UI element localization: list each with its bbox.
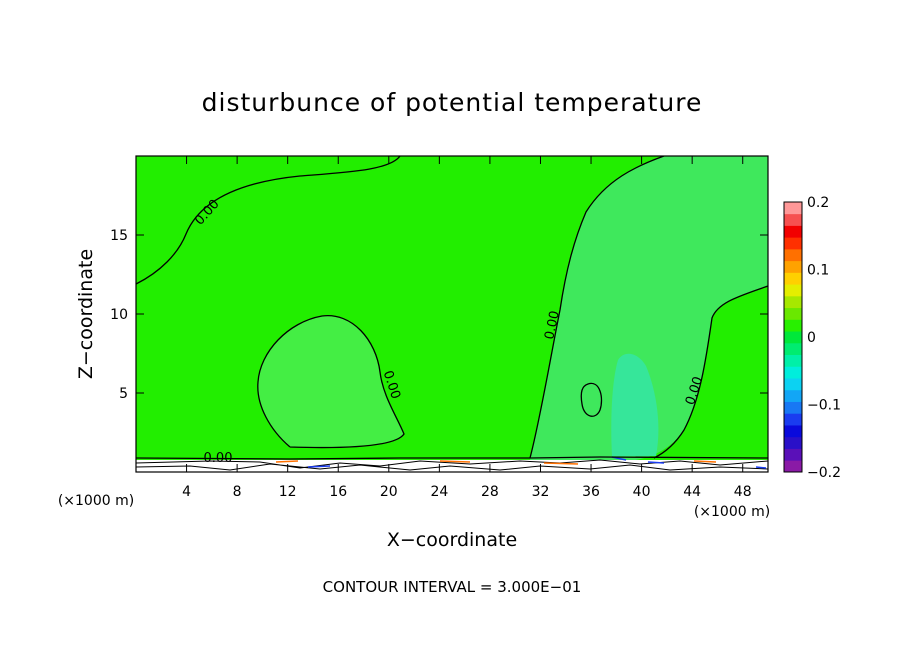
plot-area: 0.00 0.00 0.00 0.00 0.00	[136, 156, 768, 472]
colorbar-swatch	[784, 237, 802, 250]
right-column-anomaly	[530, 156, 768, 462]
y-tick-label: 15	[110, 228, 128, 244]
colorbar-swatch	[784, 213, 802, 226]
y-axis-label: Z−coordinate	[75, 249, 97, 379]
colorbar-swatch	[784, 202, 802, 215]
surface-cold-streaks	[307, 456, 767, 469]
colorbar-swatch	[784, 460, 802, 473]
contour-interval-note: CONTOUR INTERVAL = 3.000E−01	[323, 578, 582, 596]
colorbar-tick-label: −0.2	[807, 465, 841, 481]
surface-warm-streaks	[275, 460, 717, 465]
colorbar-swatch	[784, 295, 802, 309]
x-tick-label: 36	[582, 484, 600, 500]
colorbar-swatch	[784, 284, 802, 297]
x-tick-label: 16	[329, 484, 347, 500]
cold-core	[611, 353, 659, 456]
x-unit-left: (×1000 m)	[58, 493, 134, 509]
x-tick-label: 8	[233, 484, 242, 500]
x-unit-right: (×1000 m)	[694, 504, 770, 520]
colorbar-swatch	[784, 378, 802, 391]
colorbar-swatch	[784, 225, 802, 238]
colorbar-swatch	[784, 248, 802, 262]
x-tick-label: 12	[279, 484, 297, 500]
colorbar-ticks: 0.2 0.1 0 −0.1 −0.2	[807, 195, 841, 481]
colorbar-swatch	[784, 436, 802, 449]
colorbar-swatch	[784, 413, 802, 426]
contour-lines	[136, 156, 768, 460]
colorbar-tick-label: 0.2	[807, 195, 829, 211]
colorbar-swatch	[784, 307, 802, 320]
x-tick-label: 32	[532, 484, 550, 500]
colorbar-tick-label: −0.1	[807, 398, 841, 414]
colorbar-swatch	[784, 425, 802, 438]
colorbar-swatch	[784, 319, 802, 332]
colorbar-swatch	[784, 448, 802, 461]
x-axis-ticks: 4 8 12 16 20 24 28 32 36 40 44 48	[182, 156, 752, 500]
x-tick-label: 28	[481, 484, 499, 500]
x-tick-label: 4	[182, 484, 191, 500]
x-tick-label: 24	[430, 484, 448, 500]
y-tick-label: 10	[110, 307, 128, 323]
x-tick-label: 44	[683, 484, 701, 500]
cool-cell-left	[257, 315, 404, 448]
contour-label: 0.00	[542, 310, 563, 341]
y-axis-ticks: 5 10 15	[110, 228, 768, 402]
surface-contours	[136, 459, 768, 471]
y-tick-label: 5	[119, 386, 128, 402]
x-axis-label: X−coordinate	[387, 529, 517, 551]
x-tick-label: 48	[734, 484, 752, 500]
colorbar-swatch	[784, 272, 802, 285]
colorbar-swatch	[784, 401, 802, 414]
colorbar-tick-label: 0.1	[807, 263, 829, 279]
chart-title: disturbunce of potential temperature	[202, 88, 703, 117]
colorbar-frame	[783, 201, 803, 473]
colorbar-swatch	[784, 354, 802, 367]
contour-label: 0.00	[204, 451, 233, 466]
colorbar-swatch	[784, 331, 802, 344]
colorbar	[784, 202, 802, 473]
x-tick-label: 40	[633, 484, 651, 500]
colorbar-swatch	[784, 389, 802, 402]
colorbar-swatch	[784, 366, 802, 379]
colorbar-tick-label: 0	[807, 330, 816, 346]
x-tick-label: 20	[380, 484, 398, 500]
colorbar-swatch	[784, 342, 802, 356]
colorbar-swatch	[784, 260, 802, 273]
